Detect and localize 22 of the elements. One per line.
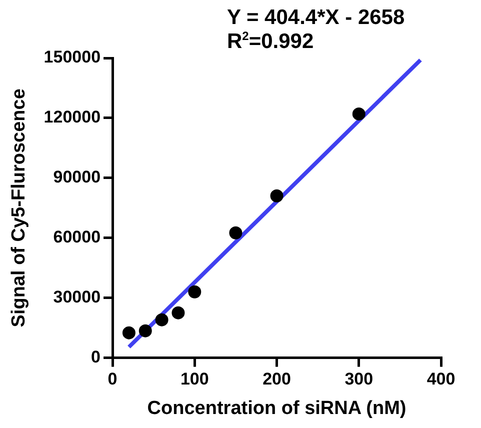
y-tick-label: 120000 <box>44 108 101 127</box>
point <box>138 324 152 338</box>
x-tick-label: 400 <box>426 370 456 389</box>
x-tick-label: 100 <box>180 370 209 389</box>
y-axis-title: Signal of Cy5-Fluroscence <box>8 88 30 328</box>
point <box>155 313 168 326</box>
y-tick-label: 150000 <box>44 48 101 67</box>
y-tick-label: 90000 <box>53 168 101 187</box>
x-tick-label: 0 <box>108 370 118 389</box>
y-tick-label: 30000 <box>53 288 101 307</box>
x-tick-label: 300 <box>344 370 374 389</box>
y-tick-label: 0 <box>91 347 101 366</box>
point <box>352 107 366 120</box>
point <box>229 226 242 240</box>
point <box>270 189 284 202</box>
x-axis-title: Concentration of siRNA (nM) <box>147 398 406 419</box>
point <box>122 326 136 340</box>
point <box>172 306 185 320</box>
text: Y = 404.4*X - 2658 <box>227 6 405 29</box>
x-tick-label: 200 <box>262 370 291 389</box>
point <box>188 285 202 298</box>
y-tick-label: 60000 <box>53 228 101 247</box>
